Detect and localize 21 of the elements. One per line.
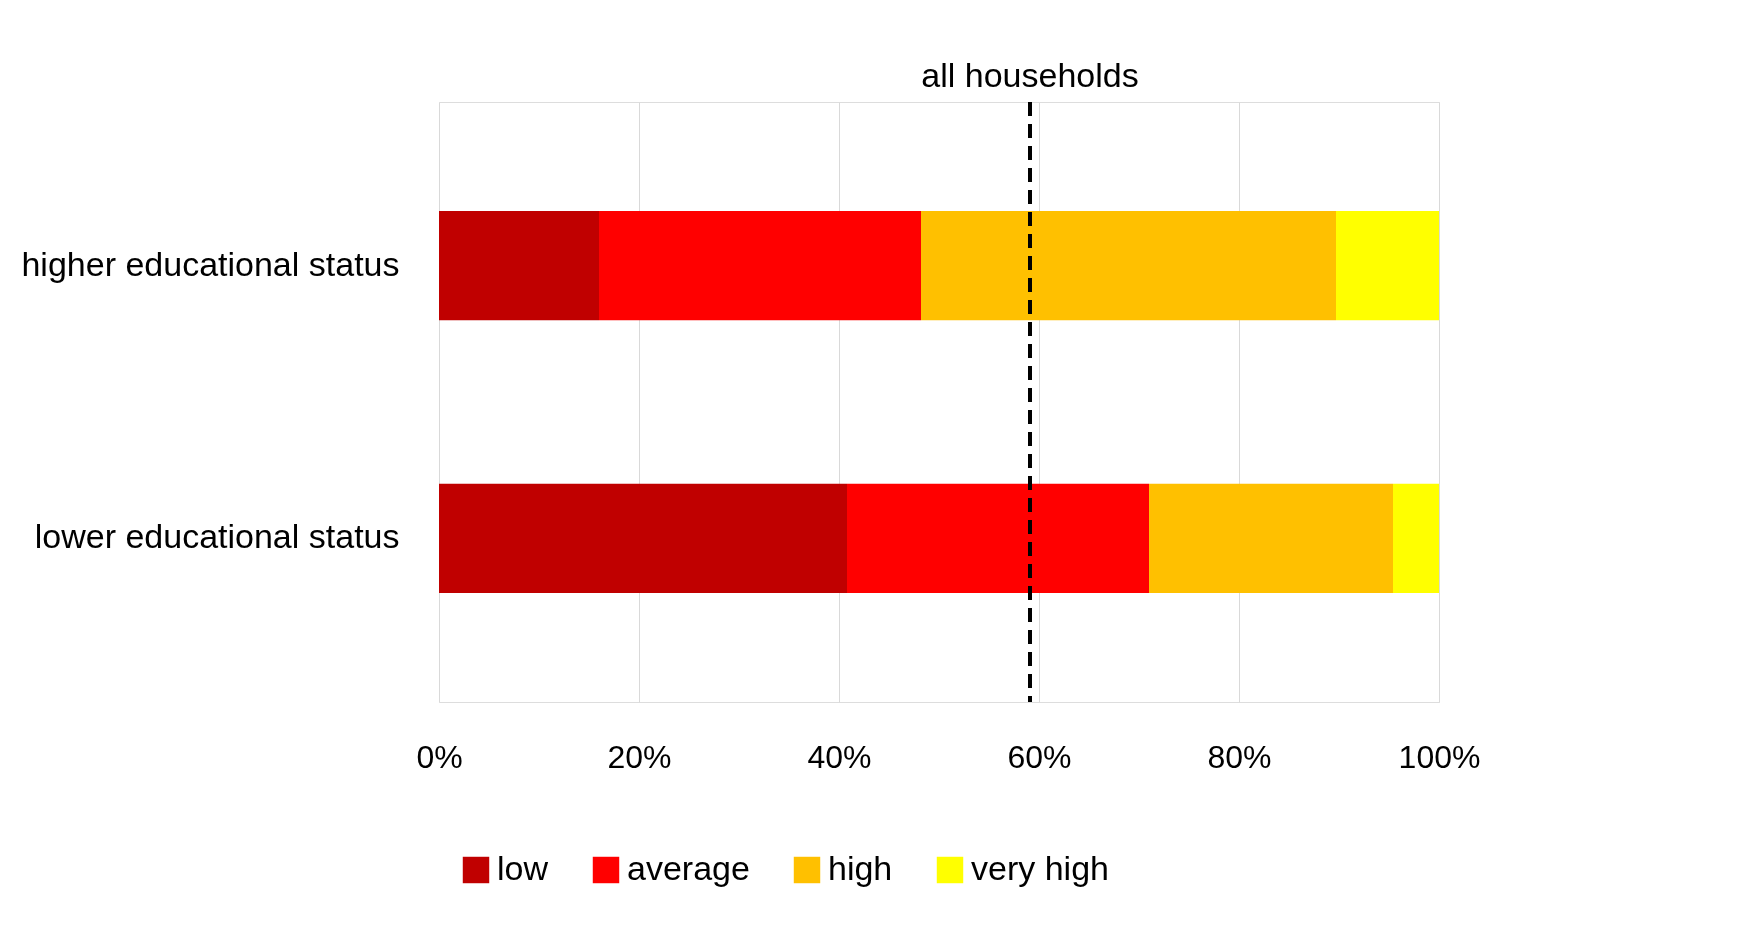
x-tick-label: 40% (807, 738, 872, 775)
legend-label: low (497, 849, 549, 887)
bar (439, 483, 847, 593)
bar (1393, 483, 1439, 593)
x-tick-label: 100% (1398, 738, 1481, 775)
y-tick-label: higher educational status (21, 244, 400, 283)
legend-label: very high (971, 849, 1109, 887)
legend-label: average (627, 849, 750, 887)
ref-line-label: all households (921, 56, 1139, 94)
bar (921, 211, 1336, 321)
y-tick-label: lower educational status (34, 517, 400, 556)
legend-label: high (828, 849, 893, 887)
bar (847, 483, 1149, 593)
x-tick-label: 80% (1207, 738, 1272, 775)
bar (1336, 211, 1439, 321)
bar (599, 211, 921, 321)
x-tick-label: 0% (416, 738, 463, 775)
bar (439, 211, 599, 321)
bar (1149, 483, 1393, 593)
x-tick-label: 20% (607, 738, 672, 775)
x-tick-label: 60% (1007, 738, 1072, 775)
